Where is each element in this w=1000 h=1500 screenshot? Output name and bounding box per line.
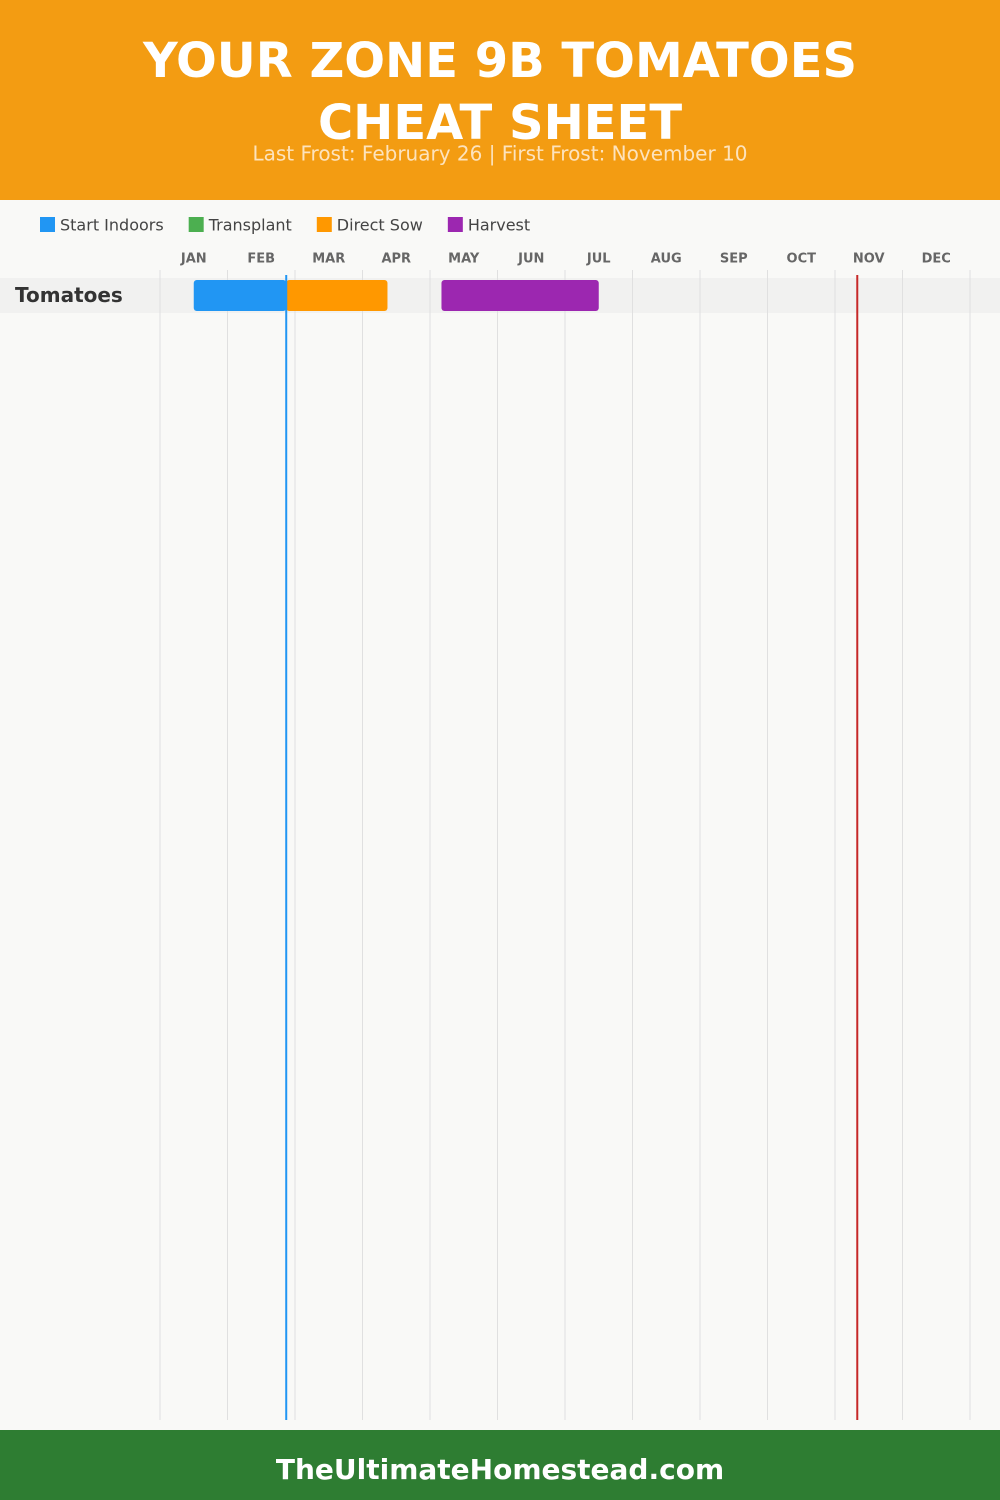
header	[0, 0, 1000, 200]
row-label: Tomatoes	[15, 283, 123, 307]
legend-label: Start Indoors	[60, 216, 164, 235]
month-label: MAY	[448, 252, 480, 267]
month-label: SEP	[720, 252, 748, 267]
month-label: JUN	[517, 252, 544, 267]
bar	[193, 280, 287, 311]
month-label: FEB	[247, 252, 275, 267]
footer: TheUltimateHomestead.com	[276, 1453, 724, 1486]
footer-bar	[0, 1430, 1000, 1500]
month-label: NOV	[853, 252, 885, 267]
bar	[441, 280, 599, 311]
month-label: JUL	[586, 252, 611, 267]
month-label: JAN	[180, 252, 207, 267]
legend-swatch	[316, 217, 332, 232]
legend-label: Direct Sow	[337, 216, 423, 235]
legend-swatch	[40, 217, 55, 232]
legend-label: Transplant	[208, 216, 292, 235]
month-label: APR	[381, 252, 411, 267]
bar	[286, 280, 388, 311]
month-label: AUG	[651, 252, 682, 267]
legend-swatch	[447, 217, 463, 232]
legend-swatch	[188, 217, 204, 232]
month-label: MAR	[312, 252, 345, 267]
legend-label: Harvest	[468, 216, 530, 235]
subtitle: Last Frost: February 26 | First Frost: N…	[252, 142, 747, 166]
month-label: DEC	[922, 252, 951, 267]
month-label: OCT	[787, 252, 817, 267]
chart-title: YOUR ZONE 9B TOMATOES CHEAT SHEET	[142, 33, 857, 151]
